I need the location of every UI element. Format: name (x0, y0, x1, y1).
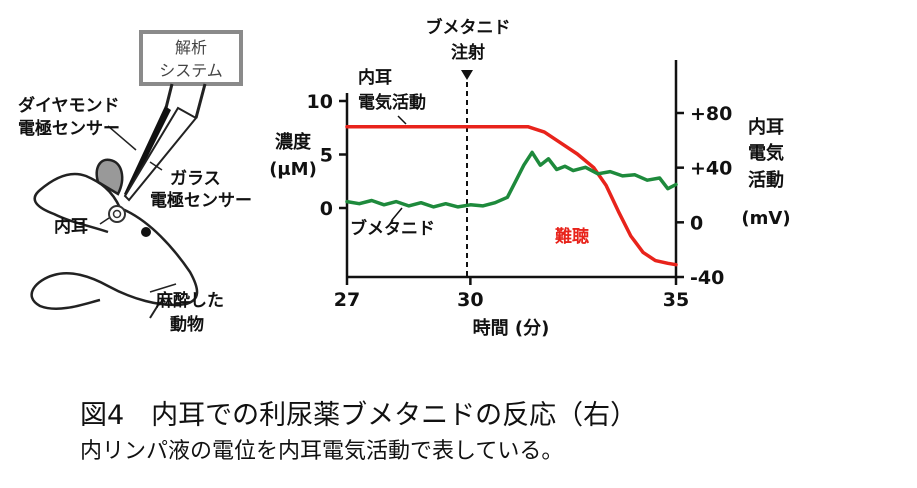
injection-arrow (461, 70, 473, 80)
inner-ear-pointer (99, 217, 110, 225)
diamond-sensor (124, 106, 171, 196)
x-tick-label-27: 27 (334, 289, 360, 311)
mouse-body (30, 206, 199, 310)
mouse-leg (149, 301, 161, 319)
hearing-loss-label: 難聴 (555, 226, 589, 247)
sensor-cable (164, 83, 174, 109)
x-axis-label: 時間 (分) (473, 318, 550, 339)
y-right-tick-label-3: -40 (690, 267, 724, 289)
y-right-tick-label-1: +40 (690, 158, 732, 180)
green-series-pointer (391, 207, 403, 221)
animal-label-1: 麻酔した (155, 290, 224, 311)
glass-sensor (123, 106, 198, 202)
analysis-system-box (139, 30, 243, 86)
figure-caption-subtitle: 内リンパ液の電位を内耳電気活動で表している。 (80, 439, 564, 464)
injection-label-2: 注射 (451, 42, 485, 63)
figure: 解析 システム ダイヤモンド 電極センサー ガラス 電極センサー 内耳 麻酔した… (18, 17, 791, 339)
analysis-system-label-1: 解析 (175, 38, 207, 57)
red-series-label-1: 内耳 (358, 67, 392, 88)
diamond-pointer (107, 125, 137, 151)
inner-ear-spiral (108, 205, 126, 223)
y-right-label-3: 活動 (748, 169, 784, 191)
y-left-tick-label-10: 10 (307, 91, 333, 113)
mouse-ear (95, 158, 124, 196)
y-right-tick-label-2: 0 (690, 212, 703, 234)
injection-label-1: ブメタニド (426, 17, 511, 38)
mouse-eye (141, 227, 151, 237)
figure-caption-title: 図4 内耳での利尿薬ブメタニドの反応（右） (80, 400, 638, 431)
y-right-label-1: 内耳 (748, 116, 784, 138)
glass-pointer (149, 161, 163, 171)
glass-sensor-label-1: ガラス (170, 169, 221, 189)
animal-label-2: 動物 (170, 314, 204, 335)
animal-pointer (149, 283, 177, 293)
glass-sensor-label-2: 電極センサー (150, 190, 252, 211)
x-tick-label-35: 35 (663, 289, 689, 311)
mouse-illustration: 解析 システム ダイヤモンド 電極センサー ガラス 電極センサー 内耳 麻酔した… (18, 30, 252, 335)
red-series-pointer (397, 115, 407, 125)
sensor-cable-2 (194, 83, 207, 119)
y-left-label-2: (μM) (269, 159, 317, 180)
chart: ブメタニド 注射 濃度 (μM) 内耳 電気 活動 (mV) 時間 (分) 内耳… (269, 17, 790, 339)
y-right-label-2: 電気 (748, 142, 784, 164)
red-series-label-2: 電気活動 (358, 92, 426, 113)
inner-ear-spiral-inner (112, 209, 122, 219)
diamond-sensor-label-2: 電極センサー (18, 118, 120, 139)
series-line-inner-ear-activity (345, 124, 678, 267)
y-left-label-1: 濃度 (275, 131, 312, 153)
y-left-tick-label-5: 5 (320, 145, 333, 167)
y-right-label-4: (mV) (741, 208, 790, 229)
green-series-label: ブメタニド (350, 218, 435, 239)
inner-ear-label: 内耳 (54, 216, 88, 237)
analysis-system-label-2: システム (159, 61, 223, 80)
chart-marks: 27 30 35 10 5 0 +80 +40 0 -40 (307, 91, 733, 311)
y-right-tick-label-0: +80 (690, 103, 732, 125)
diamond-sensor-label-1: ダイヤモンド (18, 95, 120, 116)
y-left-tick-label-0: 0 (320, 198, 333, 220)
x-tick-label-30: 30 (457, 289, 483, 311)
series-line-bumetanide (345, 150, 678, 209)
